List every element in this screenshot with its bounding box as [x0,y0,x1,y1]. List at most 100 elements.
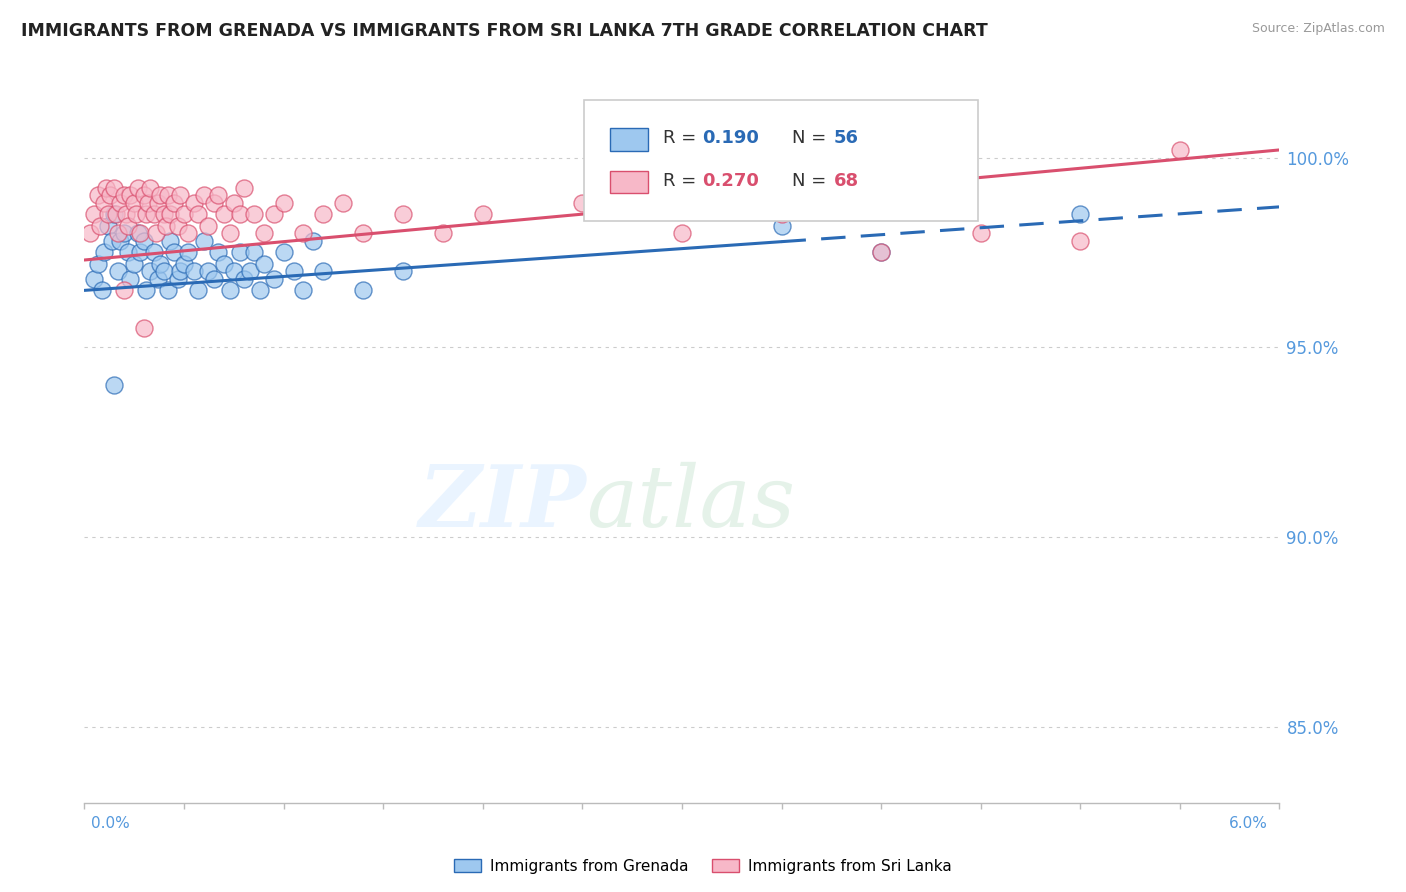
Point [177,245,200,260]
Point [122,196,145,211]
Point [202,272,225,286]
Point [253,257,276,271]
Point [239,264,262,278]
Point [107,264,129,278]
Point [202,196,225,211]
Point [292,227,315,241]
Point [105,207,128,221]
Point [129,227,152,241]
Point [169,264,191,278]
Point [207,245,229,260]
Point [139,181,162,195]
Point [352,284,374,298]
Point [183,196,205,211]
Text: atlas: atlas [586,462,796,544]
Text: 0.270: 0.270 [702,171,759,189]
Point [571,196,593,211]
Point [153,207,176,221]
Point [110,234,132,248]
Point [218,284,240,298]
Point [212,207,235,221]
Point [143,245,166,260]
Point [292,284,315,298]
Point [103,378,125,392]
Point [242,245,264,260]
Point [197,219,219,233]
Point [132,188,156,202]
Point [112,284,135,298]
Point [93,196,115,211]
Point [83,272,105,286]
Point [1168,143,1191,157]
Point [167,272,190,286]
Point [122,257,145,271]
Text: 56: 56 [834,128,859,146]
Point [146,196,169,211]
Point [101,234,124,248]
Point [112,188,135,202]
Point [273,245,295,260]
Point [249,284,271,298]
Point [139,264,162,278]
Point [312,207,335,221]
Point [115,207,138,221]
Point [207,188,229,202]
Point [127,227,149,241]
Point [103,207,125,221]
Point [110,196,132,211]
Bar [610,170,648,194]
Point [167,219,190,233]
Point [193,234,215,248]
Point [302,234,325,248]
Legend: Immigrants from Grenada, Immigrants from Sri Lanka: Immigrants from Grenada, Immigrants from… [447,853,959,880]
Point [187,207,209,221]
Point [263,207,285,221]
Point [671,227,693,241]
Point [159,234,181,248]
Point [222,264,245,278]
Text: ZIP: ZIP [419,461,586,545]
Point [132,321,156,335]
Point [770,207,793,221]
Point [232,181,254,195]
Point [770,219,793,233]
Point [392,207,415,221]
Point [132,234,156,248]
Text: 6.0%: 6.0% [1229,816,1268,831]
Text: N =: N = [792,171,832,189]
Point [283,264,305,278]
Point [79,227,101,241]
Point [146,272,169,286]
Point [155,219,177,233]
Point [149,188,172,202]
Bar [610,128,648,151]
Point [229,245,252,260]
Point [120,272,142,286]
Point [1069,234,1091,248]
Point [173,257,195,271]
Text: N =: N = [792,128,832,146]
Point [103,181,125,195]
Text: Source: ZipAtlas.com: Source: ZipAtlas.com [1251,22,1385,36]
Point [112,227,135,241]
Point [157,188,180,202]
Point [263,272,285,286]
Point [89,219,111,233]
Point [159,207,181,221]
Point [136,196,159,211]
Point [117,219,139,233]
Point [107,227,129,241]
Point [157,284,180,298]
Y-axis label: 7th Grade: 7th Grade [0,408,7,484]
Point [163,245,186,260]
Point [970,227,993,241]
Point [125,207,148,221]
Point [187,284,209,298]
Point [143,207,166,221]
Point [96,181,118,195]
Point [117,245,139,260]
Text: 0.190: 0.190 [702,128,759,146]
Text: R =: R = [662,128,702,146]
Point [120,188,142,202]
Point [212,257,235,271]
